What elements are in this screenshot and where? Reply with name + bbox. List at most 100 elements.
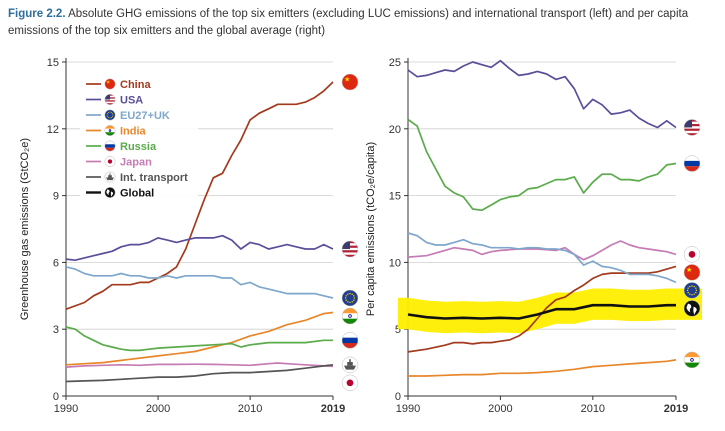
flag-star [353, 295, 355, 297]
ship-cabin [347, 362, 353, 366]
y-tick-label: 5 [395, 324, 401, 336]
flag-star [349, 292, 351, 295]
caption-text: Absolute GHG emissions of the top six em… [8, 8, 689, 37]
flag-star [691, 294, 693, 296]
legend-item-eu27-uk: EU27+UK [86, 109, 170, 122]
russia-flag-icon-body [104, 140, 116, 152]
ship-funnel [109, 173, 111, 176]
flag-canton [104, 94, 110, 100]
flag-star [112, 115, 113, 117]
flag-band-blue [342, 337, 358, 343]
india-flag-icon-outline [104, 125, 116, 136]
x-tick-label: 1990 [396, 403, 420, 415]
flag-field [684, 264, 700, 281]
legend-item-global: Global [86, 187, 154, 200]
series-line-eu27-uk [65, 266, 334, 299]
globe-land [686, 303, 692, 313]
japan-flag-icon-outline [104, 156, 116, 167]
russia-flag-icon-outline [341, 332, 359, 349]
flag-band-saffron [684, 351, 700, 358]
flag-stripe [684, 126, 700, 129]
flag-star [112, 113, 113, 115]
eu-flag-icon [104, 109, 116, 121]
y-tick-label: 3 [53, 324, 59, 336]
flag-band-red [342, 343, 358, 349]
figure-caption: Figure 2.2. Absolute GHG emissions of th… [8, 6, 718, 40]
globe-icon-body [684, 300, 700, 317]
india-flag-icon-outline [683, 351, 701, 369]
flag-star [347, 293, 349, 295]
flag-star: ★ [686, 265, 692, 274]
flag-band-blue [684, 160, 700, 167]
flag-star: ★ [106, 80, 111, 85]
flag-field [342, 74, 358, 91]
usa-flag-icon [104, 94, 116, 105]
flag-stripe [104, 100, 116, 102]
ship-hull [106, 177, 114, 181]
legend-label: USA [120, 95, 143, 107]
china-flag-icon-body: ★ [684, 264, 700, 281]
flag-band-white [104, 128, 116, 133]
usa-flag-icon-outline [683, 119, 701, 136]
russia-flag-icon-outline [683, 155, 701, 172]
legend-label: Int. transport [120, 172, 188, 184]
flag-star [347, 301, 349, 303]
china-flag-icon-body: ★ [104, 78, 116, 90]
legend-label: Global [120, 188, 154, 200]
series-line-japan [65, 362, 334, 368]
flag-band-white [342, 332, 358, 338]
india-flag-icon-body [342, 308, 358, 325]
ship-icon [341, 356, 359, 374]
eu-flag-icon-body [342, 290, 358, 307]
globe-ocean [104, 187, 116, 198]
japan-flag-icon-body [104, 156, 116, 167]
ship-icon-outline [341, 356, 359, 374]
flag-star [687, 287, 689, 289]
y-tick-label: 0 [53, 391, 59, 403]
flag-stripe [684, 128, 700, 131]
flag-canton [684, 119, 692, 128]
series-line-usa [407, 59, 677, 129]
legend-label: Russia [120, 141, 157, 153]
flag-star [351, 301, 353, 303]
usa-flag-icon [341, 240, 359, 258]
series-line-russia [65, 326, 333, 352]
russia-flag-icon-body [684, 155, 700, 172]
usa-flag-icon-outline [341, 240, 359, 258]
eu-flag-icon-outline [341, 289, 359, 307]
series-line-china [407, 265, 677, 353]
japan-flag-icon [341, 374, 359, 392]
flag-wheel [348, 314, 352, 318]
flag-star [695, 291, 697, 294]
usa-flag-icon-body [684, 119, 700, 136]
ship-cabin [108, 175, 112, 178]
y-tick-label: 6 [53, 257, 59, 269]
india-flag-icon [341, 307, 359, 325]
series-line-usa [65, 234, 334, 262]
series-line-india [65, 311, 334, 366]
flag-star [693, 285, 695, 288]
globe-land [110, 191, 114, 197]
series-line-china [65, 81, 334, 310]
legend-item-int-transport: Int. transport [86, 171, 188, 184]
flag-star [112, 114, 114, 116]
flag-star: ★ [344, 75, 350, 84]
ship-icon [104, 171, 116, 183]
flag-band-white [684, 155, 700, 161]
x-tick-label: 2010 [238, 403, 262, 415]
legend-background [80, 71, 198, 203]
flag-star [110, 112, 112, 113]
x-tick-label: 2019 [321, 403, 345, 415]
legend-item-russia: Russia [86, 140, 157, 153]
globe-land [693, 306, 697, 315]
flag-star [691, 285, 693, 287]
japan-flag-icon-outline [341, 374, 359, 392]
flag-field [104, 109, 116, 121]
flag-star [108, 112, 110, 113]
legend-item-china: ★ China [86, 78, 151, 91]
ship-funnel [349, 359, 351, 363]
flag-sun [688, 251, 696, 258]
flag-star [106, 114, 108, 116]
ship-icon-outline [104, 171, 116, 183]
